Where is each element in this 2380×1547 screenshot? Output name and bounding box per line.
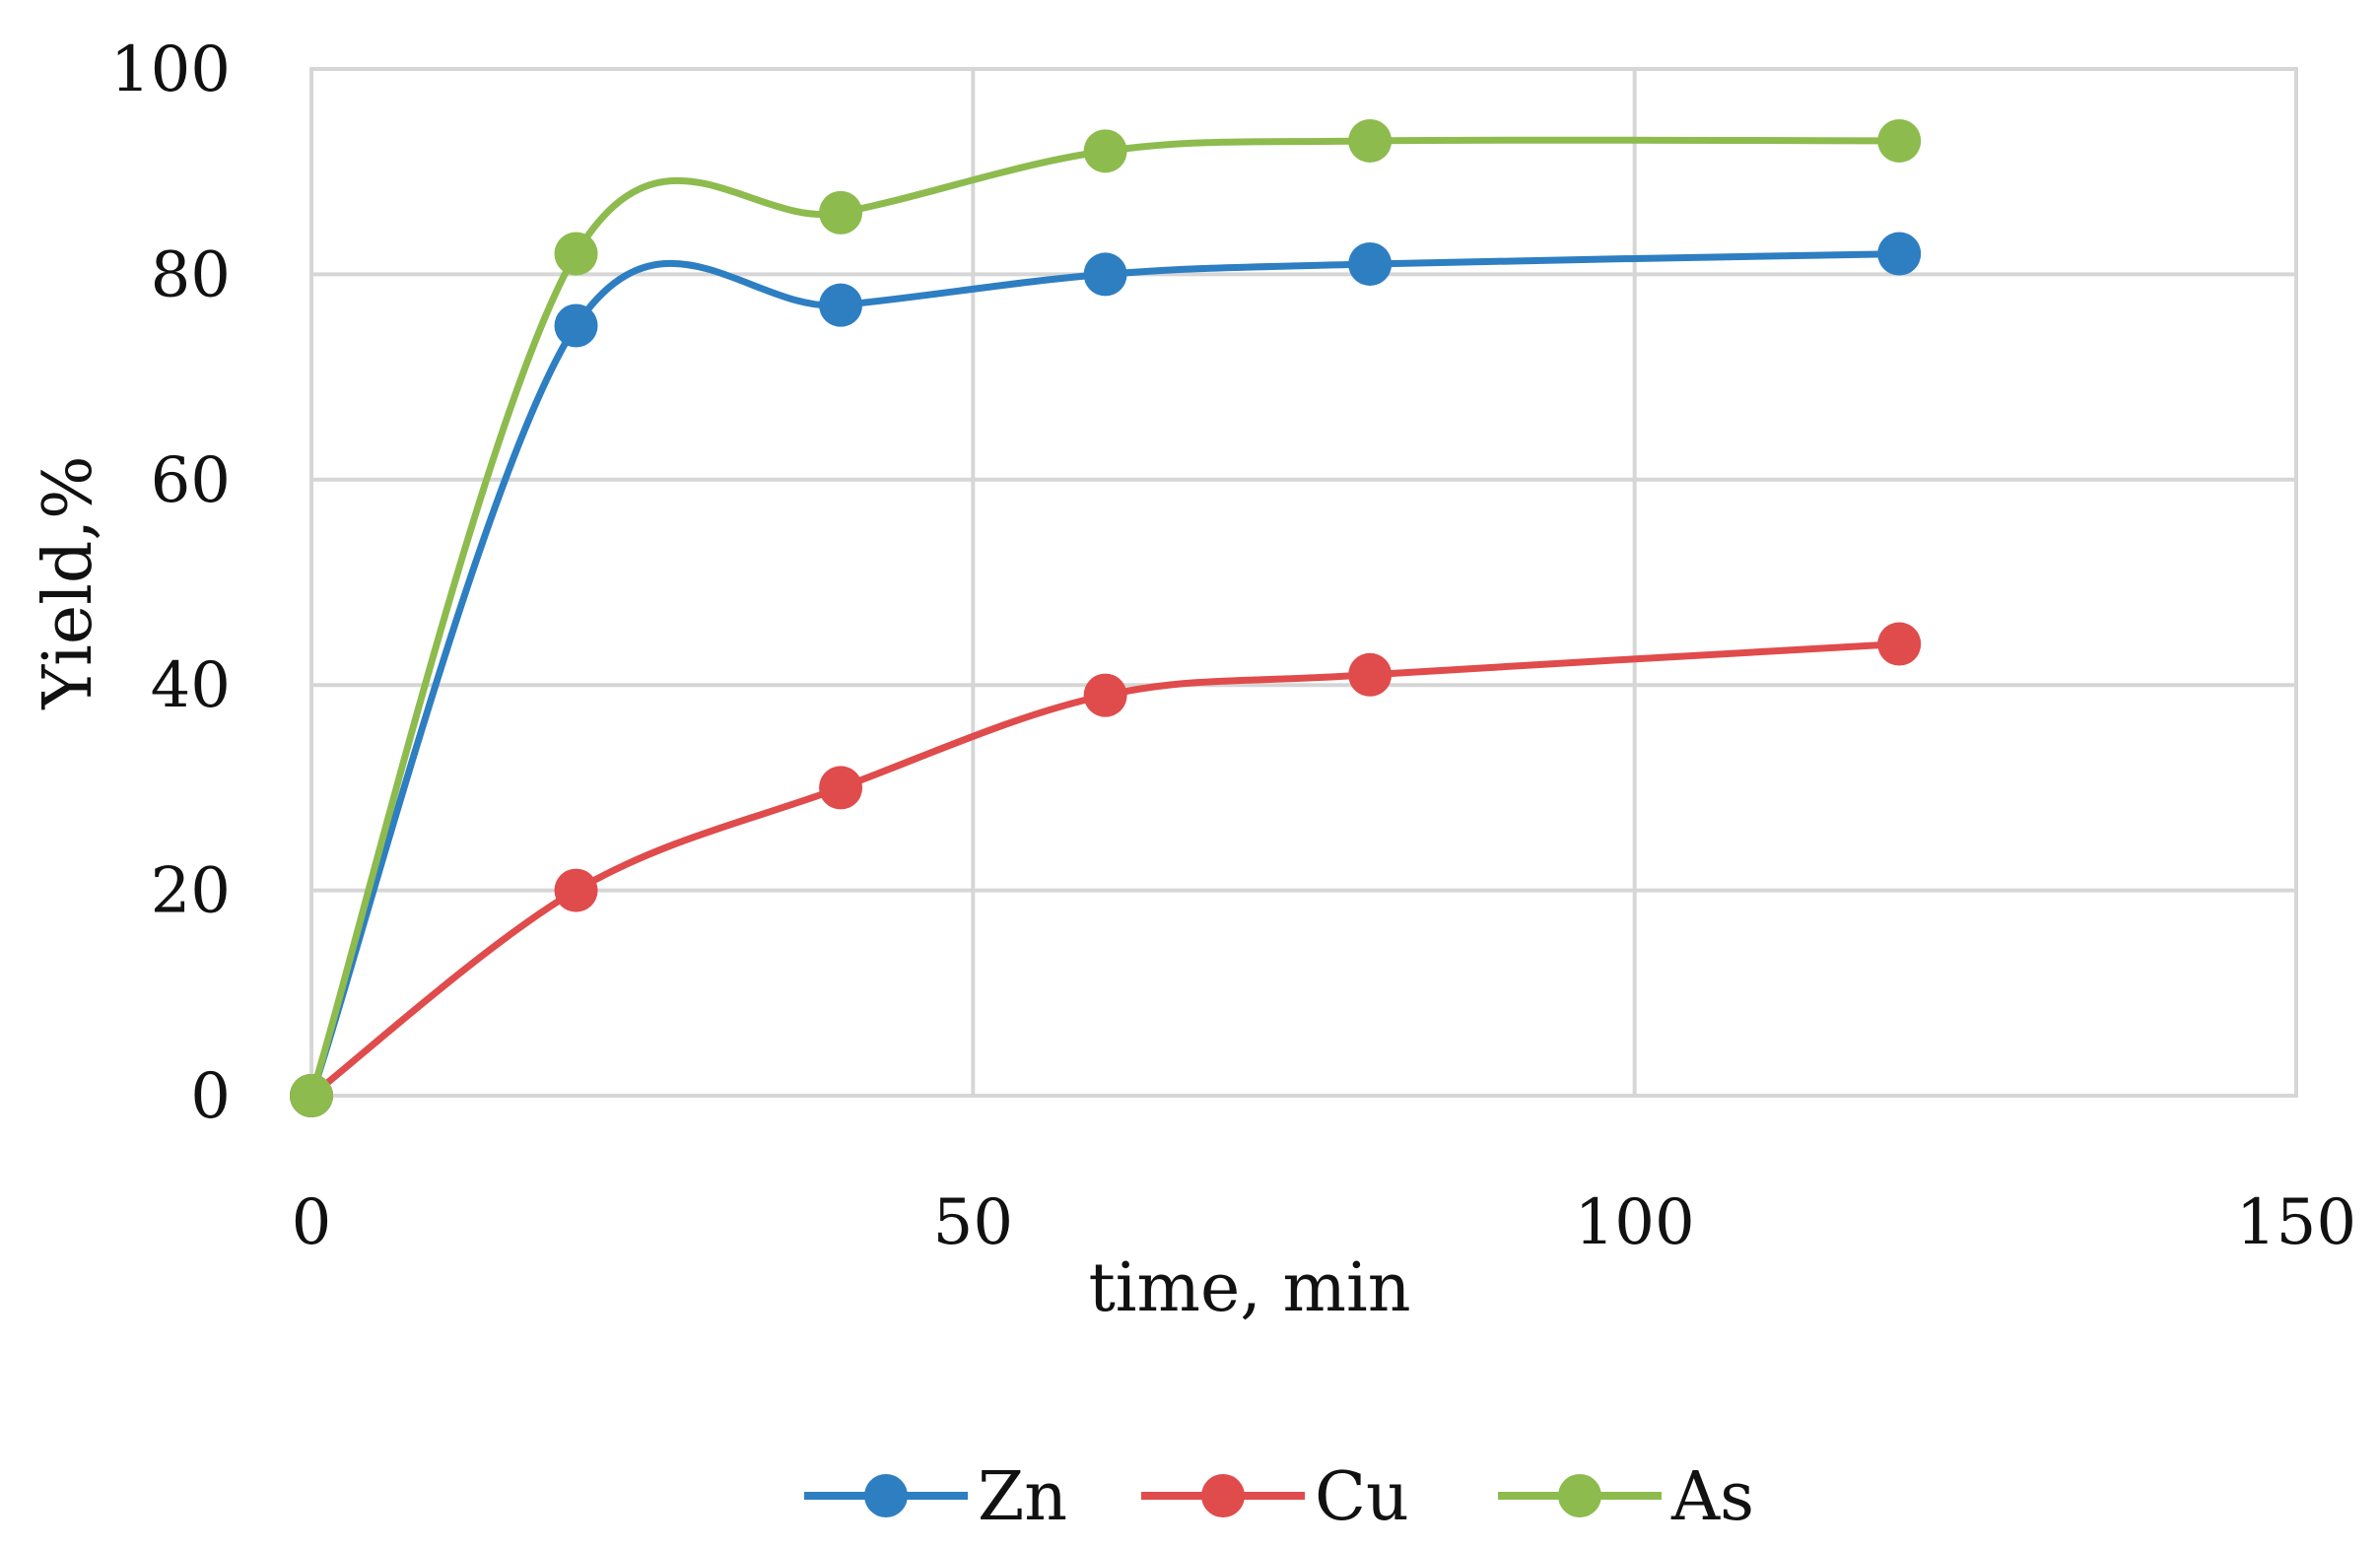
- x-tick-label: 150: [2236, 1186, 2356, 1259]
- series-line-cu: [307, 640, 1903, 1100]
- y-axis-tick-labels: 0 20 40 60 80 100: [110, 34, 231, 1133]
- x-tick-label: 100: [1575, 1186, 1695, 1259]
- data-point-cu: [554, 868, 598, 912]
- x-axis-title: time, min: [1088, 1249, 1410, 1327]
- y-tick-label: 0: [190, 1060, 231, 1133]
- data-point-zn: [1348, 241, 1393, 286]
- plot-area: [309, 67, 2298, 1098]
- x-tick-label: 50: [933, 1186, 1013, 1259]
- y-tick-label: 40: [151, 649, 231, 722]
- legend-entry-zn: Zn: [804, 1458, 1067, 1536]
- legend-swatch-marker-zn: [864, 1474, 908, 1517]
- legend: Zn Cu As: [804, 1458, 1754, 1536]
- x-tick-label: 0: [292, 1186, 332, 1259]
- legend-label-zn: Zn: [978, 1458, 1067, 1536]
- data-point-as: [1877, 118, 1922, 163]
- y-tick-label: 80: [151, 238, 231, 311]
- x-axis-tick-labels: 0 50 100 150: [292, 1186, 2356, 1259]
- data-point-as: [290, 1074, 333, 1117]
- grid-lines: [309, 67, 2298, 1098]
- data-point-cu: [1083, 673, 1127, 717]
- data-point-zn: [554, 303, 598, 348]
- legend-swatch-marker-cu: [1201, 1474, 1245, 1517]
- y-tick-label: 100: [110, 34, 231, 106]
- data-point-as: [554, 232, 598, 276]
- legend-entry-cu: Cu: [1141, 1458, 1409, 1536]
- data-point-zn: [819, 283, 863, 327]
- series-cu: [290, 622, 1922, 1117]
- data-point-zn: [1877, 232, 1922, 276]
- y-axis-title: Yield,%: [30, 455, 107, 709]
- legend-entry-as: As: [1498, 1458, 1754, 1536]
- data-point-zn: [1083, 252, 1127, 297]
- data-point-cu: [1348, 652, 1393, 697]
- y-tick-label: 20: [151, 855, 231, 928]
- series-line-zn: [307, 250, 1903, 1100]
- series-as: [290, 118, 1922, 1117]
- series-layer: [290, 118, 1922, 1117]
- y-tick-label: 60: [151, 444, 231, 517]
- data-point-as: [1083, 129, 1127, 173]
- data-point-as: [1348, 118, 1393, 163]
- legend-label-cu: Cu: [1315, 1458, 1409, 1536]
- series-line-as: [307, 136, 1903, 1100]
- data-point-cu: [819, 766, 863, 810]
- legend-swatch-marker-as: [1558, 1474, 1601, 1517]
- legend-label-as: As: [1670, 1458, 1754, 1536]
- data-point-as: [819, 190, 863, 235]
- data-point-cu: [1877, 622, 1922, 666]
